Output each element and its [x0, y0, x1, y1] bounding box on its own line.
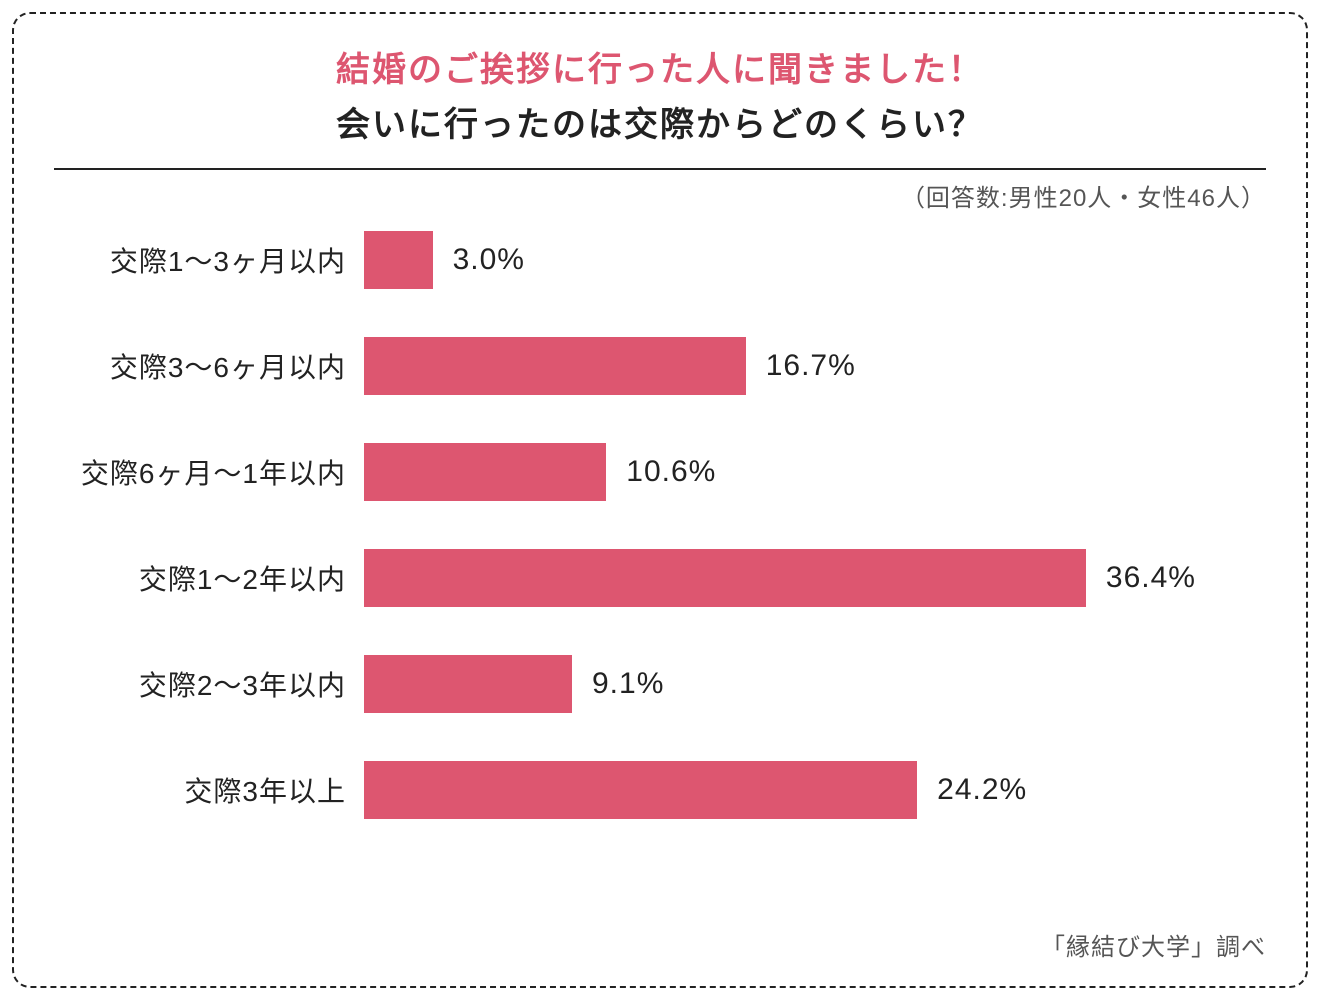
bar-wrap: 10.6% — [364, 443, 1196, 501]
bar — [364, 231, 433, 289]
bar-row: 交際2～3年以内 9.1% — [54, 655, 1196, 713]
title-line-2: 会いに行ったのは交際からどのくらい？ — [54, 97, 1266, 146]
bar-chart: 交際1～3ヶ月以内 3.0% 交際3～6ヶ月以内 16.7% 交際6ヶ月～1年以… — [54, 231, 1266, 905]
value-label: 10.6% — [626, 455, 716, 489]
title-line-1: 結婚のご挨拶に行った人に聞きました！ — [54, 42, 1266, 91]
title-divider — [54, 168, 1266, 170]
bar-wrap: 3.0% — [364, 231, 1196, 289]
bar — [364, 655, 572, 713]
chart-card: 結婚のご挨拶に行った人に聞きました！ 会いに行ったのは交際からどのくらい？ （回… — [12, 12, 1308, 988]
bar — [364, 761, 917, 819]
category-label: 交際6ヶ月～1年以内 — [54, 452, 364, 492]
value-label: 24.2% — [937, 773, 1027, 807]
bar-row: 交際3年以上 24.2% — [54, 761, 1196, 819]
value-label: 16.7% — [766, 349, 856, 383]
category-label: 交際1～3ヶ月以内 — [54, 240, 364, 280]
bar — [364, 549, 1086, 607]
respondents-label: （回答数:男性20人・女性46人） — [54, 178, 1266, 213]
category-label: 交際1～2年以内 — [54, 558, 364, 598]
bar — [364, 443, 606, 501]
bar-row: 交際3～6ヶ月以内 16.7% — [54, 337, 1196, 395]
category-label: 交際2～3年以内 — [54, 664, 364, 704]
bar-row: 交際1～3ヶ月以内 3.0% — [54, 231, 1196, 289]
value-label: 36.4% — [1106, 561, 1196, 595]
value-label: 9.1% — [592, 667, 664, 701]
bar-wrap: 9.1% — [364, 655, 1196, 713]
bar-wrap: 16.7% — [364, 337, 1196, 395]
bar-row: 交際6ヶ月～1年以内 10.6% — [54, 443, 1196, 501]
category-label: 交際3年以上 — [54, 770, 364, 810]
bar-wrap: 24.2% — [364, 761, 1196, 819]
category-label: 交際3～6ヶ月以内 — [54, 346, 364, 386]
bar-row: 交際1～2年以内 36.4% — [54, 549, 1196, 607]
bar — [364, 337, 746, 395]
bar-wrap: 36.4% — [364, 549, 1196, 607]
source-footer: 「縁結び大学」調べ — [54, 927, 1266, 962]
title-block: 結婚のご挨拶に行った人に聞きました！ 会いに行ったのは交際からどのくらい？ — [54, 42, 1266, 146]
value-label: 3.0% — [453, 243, 525, 277]
